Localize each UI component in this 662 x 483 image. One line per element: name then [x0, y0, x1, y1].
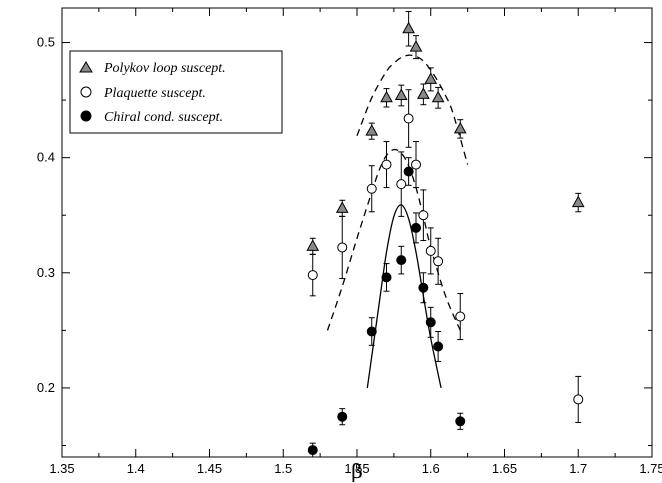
triangle-point [424, 72, 438, 84]
legend-label-polykov: Polykov loop suscept. [103, 61, 226, 76]
x-tick-label: 1.75 [639, 461, 662, 476]
x-axis-label: β [351, 459, 363, 483]
y-tick-label: 0.4 [37, 150, 55, 165]
triangle-point [335, 201, 349, 213]
y-tick-label: 0.3 [37, 265, 55, 280]
filled-circle-point [337, 411, 348, 422]
filled-circle-point [307, 445, 318, 456]
triangle-point [453, 121, 467, 134]
open-circle-point [411, 159, 421, 170]
legend-filled-circle-icon [80, 110, 92, 122]
y-tick-label: 0.5 [37, 35, 55, 50]
triangle-point [409, 40, 423, 52]
open-circle-point [455, 311, 466, 322]
x-tick-label: 1.6 [422, 461, 440, 476]
triangle-point [571, 195, 585, 208]
data-markers [306, 21, 585, 456]
fit-curve [326, 148, 461, 331]
triangle-point [380, 90, 393, 103]
legend-label-plaquette: Plaquette suscept. [103, 86, 206, 101]
filled-circle-point [381, 272, 392, 283]
x-tick-label: 1.65 [492, 461, 517, 476]
filled-circle-point [396, 255, 407, 266]
legend-box [69, 50, 283, 134]
x-tick-label: 1.35 [49, 461, 74, 476]
filled-circle-point [418, 282, 429, 293]
open-circle-point [573, 394, 584, 405]
triangle-point [402, 21, 415, 34]
legend-item-chiral: Chiral cond. suscept. [80, 110, 223, 125]
legend-item-plaquette: Plaquette suscept. [80, 86, 206, 101]
open-circle-point [337, 242, 348, 253]
triangle-point [417, 87, 430, 99]
fit-curve [366, 204, 442, 389]
triangle-point [431, 90, 445, 103]
fit-curves [326, 54, 469, 389]
x-tick-label: 1.5 [274, 461, 292, 476]
fit-curve [356, 54, 469, 165]
filled-circle-point [455, 416, 466, 427]
filled-circle-point [366, 326, 377, 337]
legend-item-polykov: Polykov loop suscept. [79, 61, 226, 76]
filled-circle-point [425, 317, 436, 328]
legend-label-chiral: Chiral cond. suscept. [104, 110, 223, 125]
tick-labels: 1.35 1.4 1.45 1.5 1.55 1.6 1.65 1.7 1.75 0.2 0.3 0.… [37, 35, 662, 476]
filled-circle-point [403, 166, 414, 177]
x-tick-label: 1.4 [127, 461, 145, 476]
triangle-point [306, 239, 320, 251]
open-circle-point [366, 183, 377, 194]
open-circle-point [433, 256, 444, 267]
legend-triangle-icon [79, 61, 93, 73]
legend: Polykov loop suscept. Plaquette suscept.… [69, 50, 283, 134]
filled-circle-point [411, 222, 421, 233]
x-tick-label: 1.45 [197, 461, 222, 476]
triangle-point [394, 88, 408, 100]
x-tick-label: 1.7 [569, 461, 587, 476]
axis-ticks [61, 8, 653, 457]
open-circle-point [425, 245, 436, 256]
triangle-point [365, 124, 379, 136]
open-circle-point [307, 270, 318, 281]
open-circle-point [418, 210, 429, 221]
open-circle-point [403, 113, 414, 124]
x-tick-label: 1.55 [344, 461, 369, 476]
error-bars [309, 10, 582, 458]
open-circle-point [396, 179, 407, 190]
open-circle-point [381, 159, 392, 170]
legend-open-circle-icon [80, 86, 92, 98]
y-tick-label: 0.2 [37, 380, 55, 395]
filled-circle-point [433, 341, 444, 352]
